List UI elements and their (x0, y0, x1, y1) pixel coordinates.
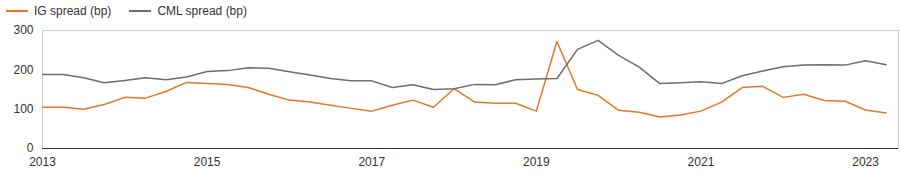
svg-text:2023: 2023 (852, 155, 879, 169)
svg-text:0: 0 (27, 141, 34, 155)
html-text:CML spread (bp): CML spread (bp) (157, 4, 247, 18)
svg-text:200: 200 (13, 63, 33, 77)
svg-text:300: 300 (13, 23, 33, 37)
svg-text:2017: 2017 (358, 155, 385, 169)
html-text:IG spread (bp): IG spread (bp) (34, 4, 112, 18)
svg-text:100: 100 (13, 102, 33, 116)
svg-text:2021: 2021 (688, 155, 715, 169)
svg-text:2019: 2019 (523, 155, 550, 169)
svg-text:2013: 2013 (29, 155, 56, 169)
svg-text:2015: 2015 (194, 155, 221, 169)
